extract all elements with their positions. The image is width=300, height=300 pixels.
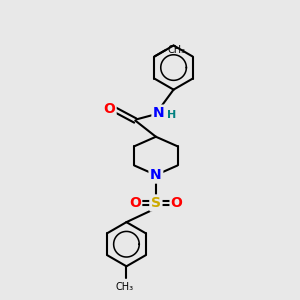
Text: O: O [129, 196, 141, 210]
Text: CH₃: CH₃ [116, 282, 134, 292]
Text: N: N [153, 106, 165, 120]
Text: S: S [151, 196, 161, 210]
Text: O: O [171, 196, 182, 210]
Text: CH₃: CH₃ [168, 45, 186, 55]
Text: O: O [104, 102, 116, 116]
Text: N: N [150, 168, 162, 182]
Text: H: H [167, 110, 176, 120]
